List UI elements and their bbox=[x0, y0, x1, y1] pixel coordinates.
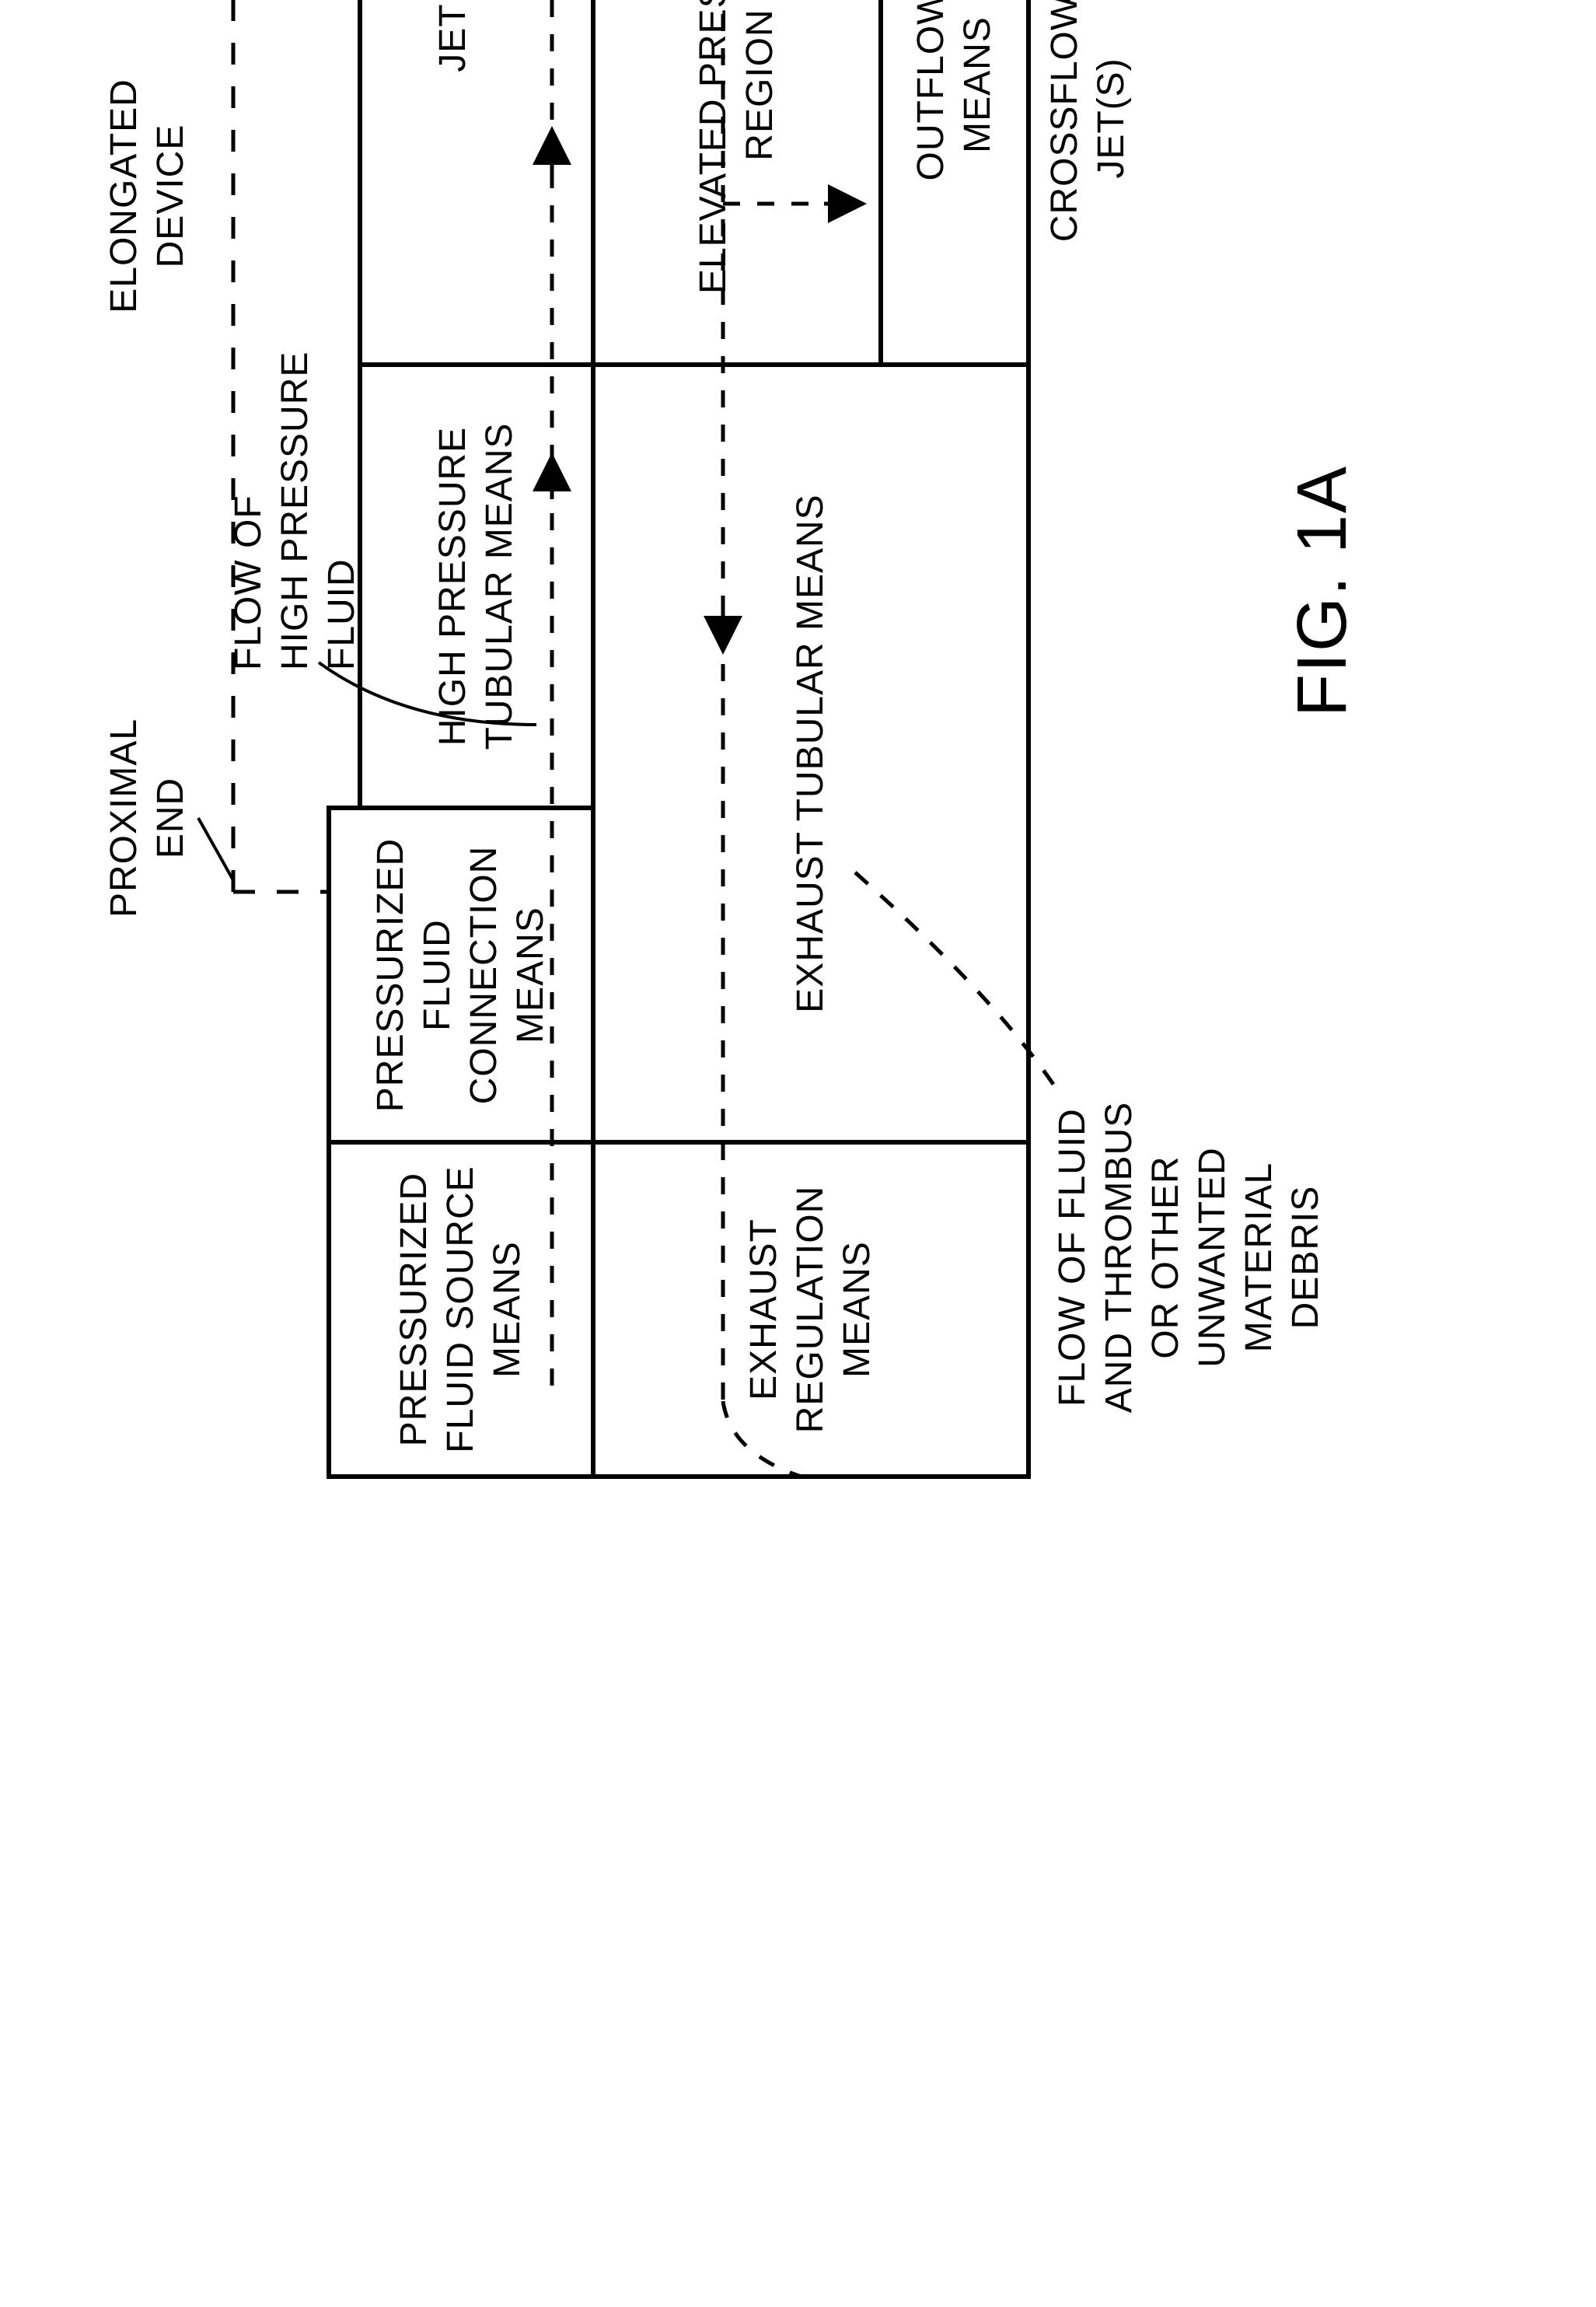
exhaust-tubular-box: EXHAUST TUBULAR MEANS bbox=[591, 362, 1031, 1145]
proximal-end-label: PROXIMALEND bbox=[101, 670, 194, 966]
figure-label: FIG. 1A bbox=[1283, 465, 1363, 717]
crossflow-jets-label: CROSSFLOWJET(S) bbox=[1042, 0, 1135, 266]
pressurized-fluid-source-box: PRESSURIZEDFLUID SOURCEMEANS bbox=[327, 1140, 595, 1479]
jet-emanator-box: JET EMANATORMEANS bbox=[358, 0, 595, 367]
high-pressure-tubular-box: HIGH PRESSURETUBULAR MEANS bbox=[358, 362, 595, 810]
recirculation-label: RECIRCULATIONPATTERN bbox=[1182, 0, 1275, 2]
flow-of-debris-label: FLOW OF FLUIDAND THROMBUSOR OTHERUNWANTE… bbox=[1049, 1090, 1329, 1424]
elongated-device-label: ELONGATEDDEVICE bbox=[101, 33, 194, 359]
exhaust-regulation-box: EXHAUSTREGULATIONMEANS bbox=[591, 1140, 1031, 1479]
pressurized-fluid-connection-box: PRESSURIZEDFLUIDCONNECTIONMEANS bbox=[327, 806, 595, 1145]
outflow-means-box: OUTFLOWMEANS bbox=[878, 0, 1031, 367]
elevated-pressure-region-box: ELEVATED PRESSUREREGION bbox=[591, 0, 883, 367]
block-diagram: PROXIMALEND ELONGATEDDEVICE DISTALEND FL… bbox=[78, 0, 1441, 1479]
flow-hp-fluid-label: FLOW OFHIGH PRESSURE FLUID bbox=[225, 235, 365, 670]
